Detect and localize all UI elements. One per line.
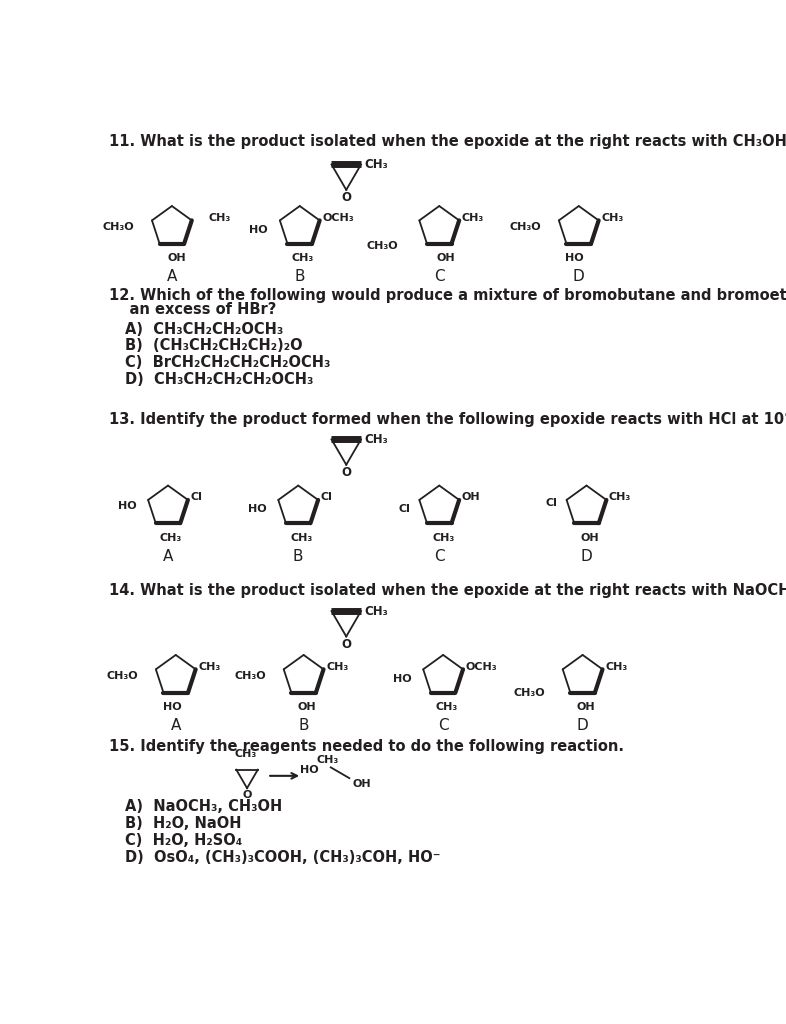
Text: B)  H₂O, NaOH: B) H₂O, NaOH [125,816,241,830]
Text: an excess of HBr?: an excess of HBr? [109,302,277,317]
Text: A)  NaOCH₃, CH₃OH: A) NaOCH₃, CH₃OH [125,799,282,814]
Text: 15. Identify the reagents needed to do the following reaction.: 15. Identify the reagents needed to do t… [109,739,624,754]
Text: Cl: Cl [321,493,332,502]
Text: 12. Which of the following would produce a mixture of bromobutane and bromoethan: 12. Which of the following would produce… [109,289,786,303]
Text: 14. What is the product isolated when the epoxide at the right reacts with NaOCH: 14. What is the product isolated when th… [109,584,786,598]
Text: CH₃O: CH₃O [102,222,134,231]
Text: C)  H₂O, H₂SO₄: C) H₂O, H₂SO₄ [125,833,242,848]
Text: D: D [573,269,585,285]
Text: CH₃: CH₃ [609,493,631,502]
Text: CH₃: CH₃ [292,253,314,263]
Text: O: O [242,791,252,801]
Text: Cl: Cl [190,493,202,502]
Text: B: B [295,269,305,285]
Text: OH: OH [576,702,595,713]
Text: HO: HO [163,702,182,713]
Text: CH₃: CH₃ [326,662,348,672]
Text: HO: HO [248,505,266,514]
Text: Cl: Cl [399,505,410,514]
Text: CH₃: CH₃ [461,213,484,222]
Text: A: A [171,718,181,733]
Text: B)  (CH₃CH₂CH₂CH₂)₂O: B) (CH₃CH₂CH₂CH₂)₂O [125,339,303,353]
Text: 13. Identify the product formed when the following epoxide reacts with HCl at 10: 13. Identify the product formed when the… [109,412,786,427]
Text: CH₃: CH₃ [198,662,221,672]
Text: A: A [163,549,173,563]
Text: B: B [293,549,303,563]
Text: HO: HO [118,502,136,511]
Text: O: O [341,191,351,205]
Text: HO: HO [565,253,583,263]
Text: CH₃: CH₃ [364,604,387,617]
Text: OH: OH [436,253,455,263]
Text: C)  BrCH₂CH₂CH₂CH₂OCH₃: C) BrCH₂CH₂CH₂CH₂OCH₃ [125,355,330,371]
Text: CH₃: CH₃ [435,702,457,713]
Text: CH₃O: CH₃O [509,222,541,231]
Text: CH₃: CH₃ [208,213,230,222]
Text: Cl: Cl [546,499,558,508]
Text: OCH₃: OCH₃ [465,662,498,672]
Text: D: D [581,549,593,563]
Text: D)  CH₃CH₂CH₂CH₂OCH₃: D) CH₃CH₂CH₂CH₂OCH₃ [125,373,313,387]
Text: B: B [299,718,309,733]
Text: C: C [438,718,449,733]
Text: OH: OH [461,493,480,502]
Text: CH₃: CH₃ [290,532,312,543]
Text: OH: OH [580,532,599,543]
Text: CH₃O: CH₃O [234,671,266,681]
Text: C: C [434,549,445,563]
Text: HO: HO [249,225,268,234]
Text: OCH₃: OCH₃ [322,213,354,222]
Text: HO: HO [393,674,411,684]
Text: CH₃O: CH₃O [366,241,399,251]
Text: CH₃: CH₃ [317,755,339,765]
Text: OH: OH [167,253,185,263]
Text: CH₃: CH₃ [234,749,256,759]
Text: CH₃: CH₃ [601,213,623,222]
Text: HO: HO [299,766,318,775]
Text: O: O [341,638,351,651]
Text: C: C [434,269,445,285]
Text: CH₃O: CH₃O [106,671,138,681]
Text: CH₃O: CH₃O [513,688,545,698]
Text: OH: OH [297,702,316,713]
Text: CH₃: CH₃ [160,532,182,543]
Text: CH₃: CH₃ [605,662,627,672]
Text: 11. What is the product isolated when the epoxide at the right reacts with CH₃OH: 11. What is the product isolated when th… [109,134,786,150]
Text: A: A [167,269,177,285]
Text: D: D [577,718,589,733]
Text: D)  OsO₄, (CH₃)₃COOH, (CH₃)₃COH, HO⁻: D) OsO₄, (CH₃)₃COOH, (CH₃)₃COH, HO⁻ [125,850,440,864]
Text: OH: OH [352,779,371,790]
Text: CH₃: CH₃ [364,158,387,171]
Text: CH₃: CH₃ [433,532,455,543]
Text: A)  CH₃CH₂CH₂OCH₃: A) CH₃CH₂CH₂OCH₃ [125,322,283,337]
Text: O: O [341,466,351,479]
Text: CH₃: CH₃ [364,433,387,445]
